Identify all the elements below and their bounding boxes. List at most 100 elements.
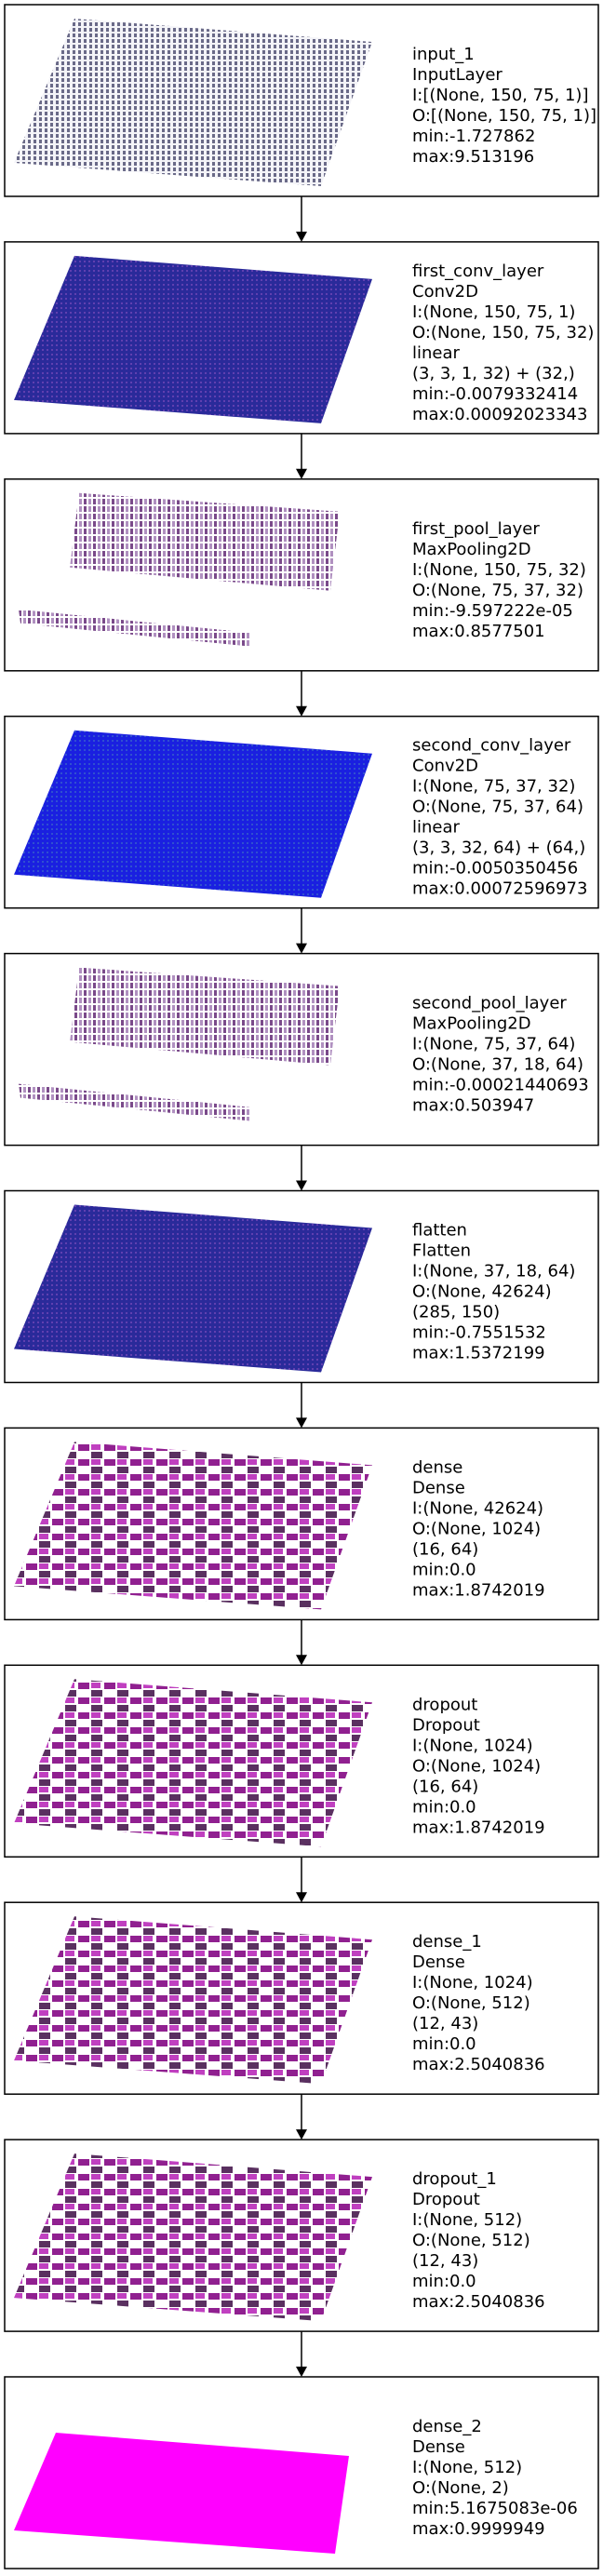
layer-text: I:[(None, 150, 75, 1)] <box>412 86 588 105</box>
layer-text: O:(None, 75, 37, 64) <box>412 798 583 817</box>
layer-visual <box>70 492 340 591</box>
layer-text: O:(None, 150, 75, 32) <box>412 323 594 342</box>
layer-text: max:0.00072596973 <box>412 879 587 899</box>
layer-text: (12, 43) <box>412 2251 478 2271</box>
layer-text: O:(None, 512) <box>412 2231 530 2250</box>
layer-text: MaxPooling2D <box>412 540 531 559</box>
layer-text: min:-0.0079332414 <box>412 384 578 404</box>
layer-text: min:0.0 <box>412 1797 476 1817</box>
layer-visual <box>14 255 372 423</box>
arrow-head <box>296 231 307 242</box>
layer-text: min:-1.727862 <box>412 127 535 146</box>
layer-text: max:1.8742019 <box>412 1580 545 1600</box>
layer-text: O:(None, 75, 37, 32) <box>412 581 583 600</box>
layer-text: dense <box>412 1457 462 1477</box>
layer-text: O:[(None, 150, 75, 1)] <box>412 106 596 126</box>
layer-visual <box>14 730 372 898</box>
layer-text: max:0.8577501 <box>412 622 545 641</box>
layer-text: dense_2 <box>412 2417 482 2436</box>
layer-text: second_conv_layer <box>412 736 571 756</box>
layer-text: dropout_1 <box>412 2169 497 2189</box>
layer-visual <box>70 967 340 1066</box>
arrow-head <box>296 1417 307 1429</box>
layer-text: max:2.5040836 <box>412 2055 545 2074</box>
layer-text: first_conv_layer <box>412 262 544 281</box>
layer-text: I:(None, 75, 37, 64) <box>412 1035 575 1054</box>
layer-visual <box>14 1204 372 1373</box>
layer-visual <box>14 1679 372 1847</box>
layer-text: (285, 150) <box>412 1303 500 1322</box>
arrow-head <box>296 2129 307 2140</box>
layer-text: min:5.1675083e-06 <box>412 2499 578 2518</box>
layer-text: (16, 64) <box>412 1777 478 1796</box>
layer-text: Dense <box>412 2437 465 2457</box>
layer-visual <box>14 1442 372 1610</box>
layer-text: first_pool_layer <box>412 519 540 539</box>
layer-text: min:-0.00021440693 <box>412 1076 589 1095</box>
layer-text: min:0.0 <box>412 2272 476 2291</box>
layer-text: max:2.5040836 <box>412 2292 545 2312</box>
layer-text: max:0.00092023343 <box>412 405 587 424</box>
layer-text: I:(None, 42624) <box>412 1498 543 1518</box>
layer-text: linear <box>412 818 461 838</box>
layer-visual <box>14 2153 372 2322</box>
layer-text: Flatten <box>412 1241 471 1261</box>
layer-visual <box>19 609 251 647</box>
layer-text: linear <box>412 343 461 363</box>
layer-text: Dense <box>412 1478 465 1497</box>
layer-text: I:(None, 512) <box>412 2210 522 2230</box>
layer-text: I:(None, 75, 37, 32) <box>412 777 575 797</box>
layer-text: (3, 3, 32, 64) + (64,) <box>412 839 585 858</box>
layer-text: I:(None, 150, 75, 1) <box>412 302 575 322</box>
arrow-head <box>296 1655 307 1666</box>
layer-text: min:0.0 <box>412 2034 476 2054</box>
layer-text: Conv2D <box>412 282 478 302</box>
layer-text: O:(None, 1024) <box>412 1519 541 1538</box>
layer-text: min:0.0 <box>412 1560 476 1579</box>
layer-text: max:1.5372199 <box>412 1344 545 1363</box>
layer-text: O:(None, 1024) <box>412 1756 541 1776</box>
layer-text: MaxPooling2D <box>412 1014 531 1034</box>
arrow-head <box>296 1892 307 1903</box>
layer-text: I:(None, 1024) <box>412 1973 533 1992</box>
layer-text: I:(None, 150, 75, 32) <box>412 560 586 580</box>
layer-text: min:-9.597222e-05 <box>412 601 573 621</box>
layer-text: min:-0.0050350456 <box>412 859 578 879</box>
layer-text: second_pool_layer <box>412 994 567 1013</box>
arrow-head <box>296 1180 307 1191</box>
arrow-head <box>296 2367 307 2377</box>
layer-text: (16, 64) <box>412 1539 478 1559</box>
layer-text: O:(None, 42624) <box>412 1282 552 1302</box>
layer-text: max:1.8742019 <box>412 1818 545 1837</box>
layer-text: I:(None, 1024) <box>412 1736 533 1755</box>
arrow-head <box>296 705 307 717</box>
layer-visual <box>14 2433 349 2554</box>
layer-text: O:(None, 37, 18, 64) <box>412 1055 583 1075</box>
layer-visual <box>19 1083 251 1121</box>
layer-text: max:0.9999949 <box>412 2519 545 2539</box>
layer-text: InputLayer <box>412 65 502 85</box>
arrow-head <box>296 468 307 479</box>
layer-text: (3, 3, 1, 32) + (32,) <box>412 364 575 383</box>
layer-visual <box>14 1916 372 2085</box>
layer-text: O:(None, 512) <box>412 1993 530 2013</box>
layer-text: Dropout <box>412 2190 480 2209</box>
layer-text: (12, 43) <box>412 2014 478 2033</box>
layer-text: O:(None, 2) <box>412 2478 509 2498</box>
layer-visual <box>14 19 372 186</box>
layer-text: Conv2D <box>412 757 478 776</box>
layer-text: Dense <box>412 1952 465 1972</box>
layer-text: Dropout <box>412 1715 480 1735</box>
layer-text: I:(None, 512) <box>412 2458 522 2477</box>
layer-text: min:-0.7551532 <box>412 1323 546 1343</box>
